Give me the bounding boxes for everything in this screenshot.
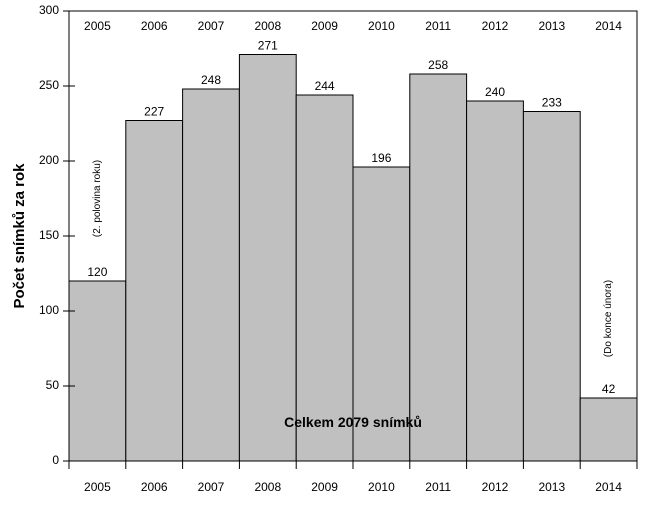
y-tick-label: 250 [39,78,59,92]
top-year-label: 2007 [198,19,225,33]
bar [125,120,184,462]
annotation: (2. polovina roku) [92,160,103,237]
value-label: 42 [602,382,616,396]
x-tick-label: 2008 [254,480,281,494]
value-label: 258 [428,58,448,72]
total-annotation: Celkem 2079 snímků [284,414,422,430]
bar [409,73,468,462]
value-label: 244 [315,79,335,93]
bar [68,280,127,462]
bar [522,111,581,462]
value-label: 248 [201,73,221,87]
y-tick-label: 200 [39,153,59,167]
top-year-label: 2008 [254,19,281,33]
x-tick-label: 2011 [425,480,451,494]
top-year-label: 2013 [538,19,565,33]
x-tick-label: 2009 [311,480,338,494]
top-year-label: 2005 [84,19,111,33]
y-tick-label: 300 [39,3,59,17]
x-tick-label: 2010 [368,480,395,494]
value-label: 227 [144,105,164,119]
bar [352,166,411,462]
annotation: (Do konce února) [603,280,614,357]
x-tick-label: 2014 [595,480,622,494]
bar [466,100,524,462]
value-label: 271 [258,39,278,53]
bar [238,54,297,462]
y-axis-label: Počet snímků za rok [11,163,28,309]
top-year-label: 2014 [595,19,622,33]
x-tick-label: 2007 [198,480,225,494]
y-tick-label: 150 [39,228,59,242]
x-tick-label: 2005 [84,480,111,494]
value-label: 240 [485,85,505,99]
top-year-label: 2011 [425,19,451,33]
bar [579,397,638,462]
value-label: 233 [542,96,562,110]
x-tick-label: 2013 [538,480,565,494]
bar [295,94,354,462]
top-year-label: 2006 [141,19,168,33]
x-tick-label: 2012 [482,480,509,494]
bar [182,88,240,462]
top-year-label: 2009 [311,19,338,33]
value-label: 120 [87,265,107,279]
y-tick-label: 50 [46,378,60,392]
top-year-label: 2010 [368,19,395,33]
x-tick-label: 2006 [141,480,168,494]
value-label: 196 [371,151,391,165]
top-year-label: 2012 [482,19,509,33]
y-tick-label: 0 [52,453,59,467]
y-tick-label: 100 [39,303,59,317]
plot-frame [68,10,638,462]
